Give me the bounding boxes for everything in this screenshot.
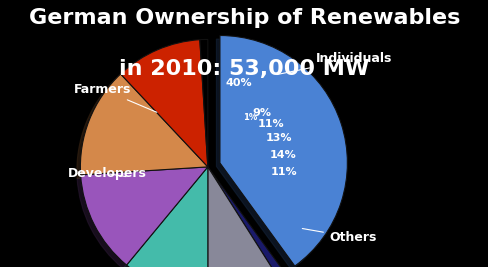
Text: 11%: 11% <box>270 167 297 176</box>
Wedge shape <box>80 74 207 175</box>
Wedge shape <box>126 167 207 267</box>
Text: Developers: Developers <box>67 167 146 180</box>
Text: 13%: 13% <box>264 133 291 143</box>
Wedge shape <box>121 40 207 167</box>
Text: German Ownership of Renewables: German Ownership of Renewables <box>29 8 459 28</box>
Text: Farmers: Farmers <box>74 83 157 112</box>
Text: 40%: 40% <box>224 78 251 88</box>
Wedge shape <box>207 167 276 267</box>
Wedge shape <box>200 40 207 167</box>
Text: 11%: 11% <box>257 119 284 129</box>
Text: 9%: 9% <box>252 108 271 118</box>
Text: Individuals: Individuals <box>276 52 392 74</box>
Text: 14%: 14% <box>269 150 296 160</box>
Wedge shape <box>220 36 346 266</box>
Text: 1%: 1% <box>243 113 257 122</box>
Wedge shape <box>207 167 282 267</box>
Wedge shape <box>81 167 207 265</box>
Text: in 2010: 53,000 MW: in 2010: 53,000 MW <box>119 59 369 79</box>
Text: Others: Others <box>302 229 375 244</box>
